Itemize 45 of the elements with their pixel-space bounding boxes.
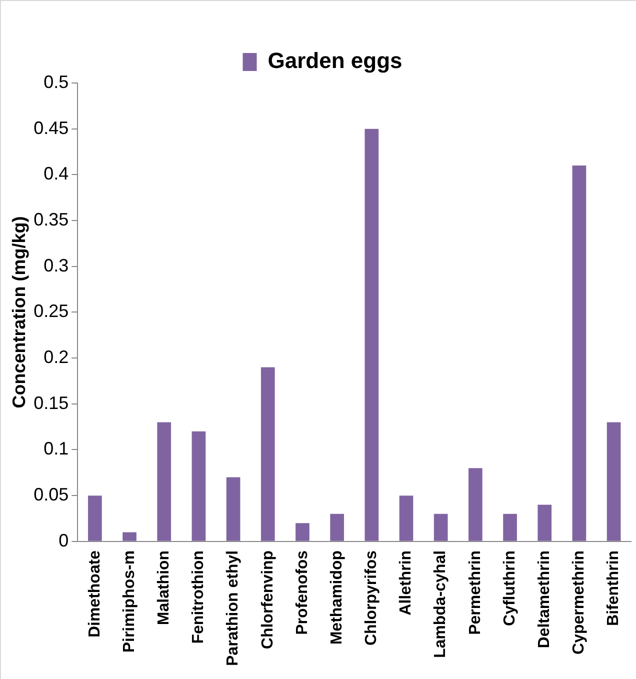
- x-tick-label: Parathion ethyl: [224, 550, 242, 666]
- y-tick-label: 0.05: [34, 484, 69, 505]
- y-tick-label: 0.5: [44, 72, 69, 92]
- bar: [260, 367, 275, 541]
- y-tick-label: 0.15: [34, 392, 69, 413]
- x-tick-label: Cypermethrin: [570, 550, 588, 654]
- y-tick-label: 0.45: [34, 118, 69, 138]
- y-tick-label: 0.1: [44, 438, 69, 459]
- y-tick-label: 0: [58, 530, 69, 550]
- x-tick-label: Malathion: [156, 550, 173, 626]
- x-tick-label: Lambda-cyhal: [432, 550, 450, 658]
- x-tick-label: Methamidop: [328, 550, 346, 645]
- y-tick-label: 0.25: [34, 301, 69, 322]
- bar: [468, 468, 482, 541]
- x-tick-label: Pirimiphos-m: [120, 550, 138, 653]
- bar: [572, 166, 586, 541]
- bar: [296, 523, 310, 541]
- y-axis-title: Concentration (mg/kg): [8, 216, 29, 408]
- y-tick-label: 0.3: [44, 255, 69, 276]
- bar: [157, 422, 172, 541]
- y-tick-label: 0.35: [34, 209, 69, 230]
- bar: [122, 532, 136, 541]
- bar: [606, 422, 621, 541]
- x-tick-label: Chlorfenvinp: [259, 550, 276, 650]
- bar: [434, 514, 448, 541]
- bar: [538, 504, 552, 541]
- bar: [364, 128, 379, 541]
- legend-label: Garden eggs: [268, 48, 402, 74]
- bar: [399, 496, 414, 541]
- bar: [503, 514, 517, 541]
- x-tick-label: Profenofos: [294, 550, 311, 635]
- y-tick-label: 0.2: [44, 347, 69, 368]
- x-tick-label: Fenitrothion: [190, 550, 208, 644]
- bar: [330, 514, 344, 541]
- bar: [192, 431, 206, 541]
- x-tick-label: Deltamethrin: [536, 550, 554, 648]
- x-tick-label: Permethrin: [466, 550, 484, 635]
- bar: [88, 496, 102, 541]
- x-tick-label: Dimethoate: [86, 550, 104, 638]
- y-tick-label: 0.4: [44, 164, 69, 184]
- x-tick-label: Bifenthrin: [605, 550, 622, 626]
- x-tick-label: Chlorpyrifos: [363, 550, 380, 646]
- x-tick-label: Allethrin: [398, 550, 415, 616]
- x-tick-label: Cyfluthrin: [501, 550, 518, 626]
- bar: [226, 477, 240, 541]
